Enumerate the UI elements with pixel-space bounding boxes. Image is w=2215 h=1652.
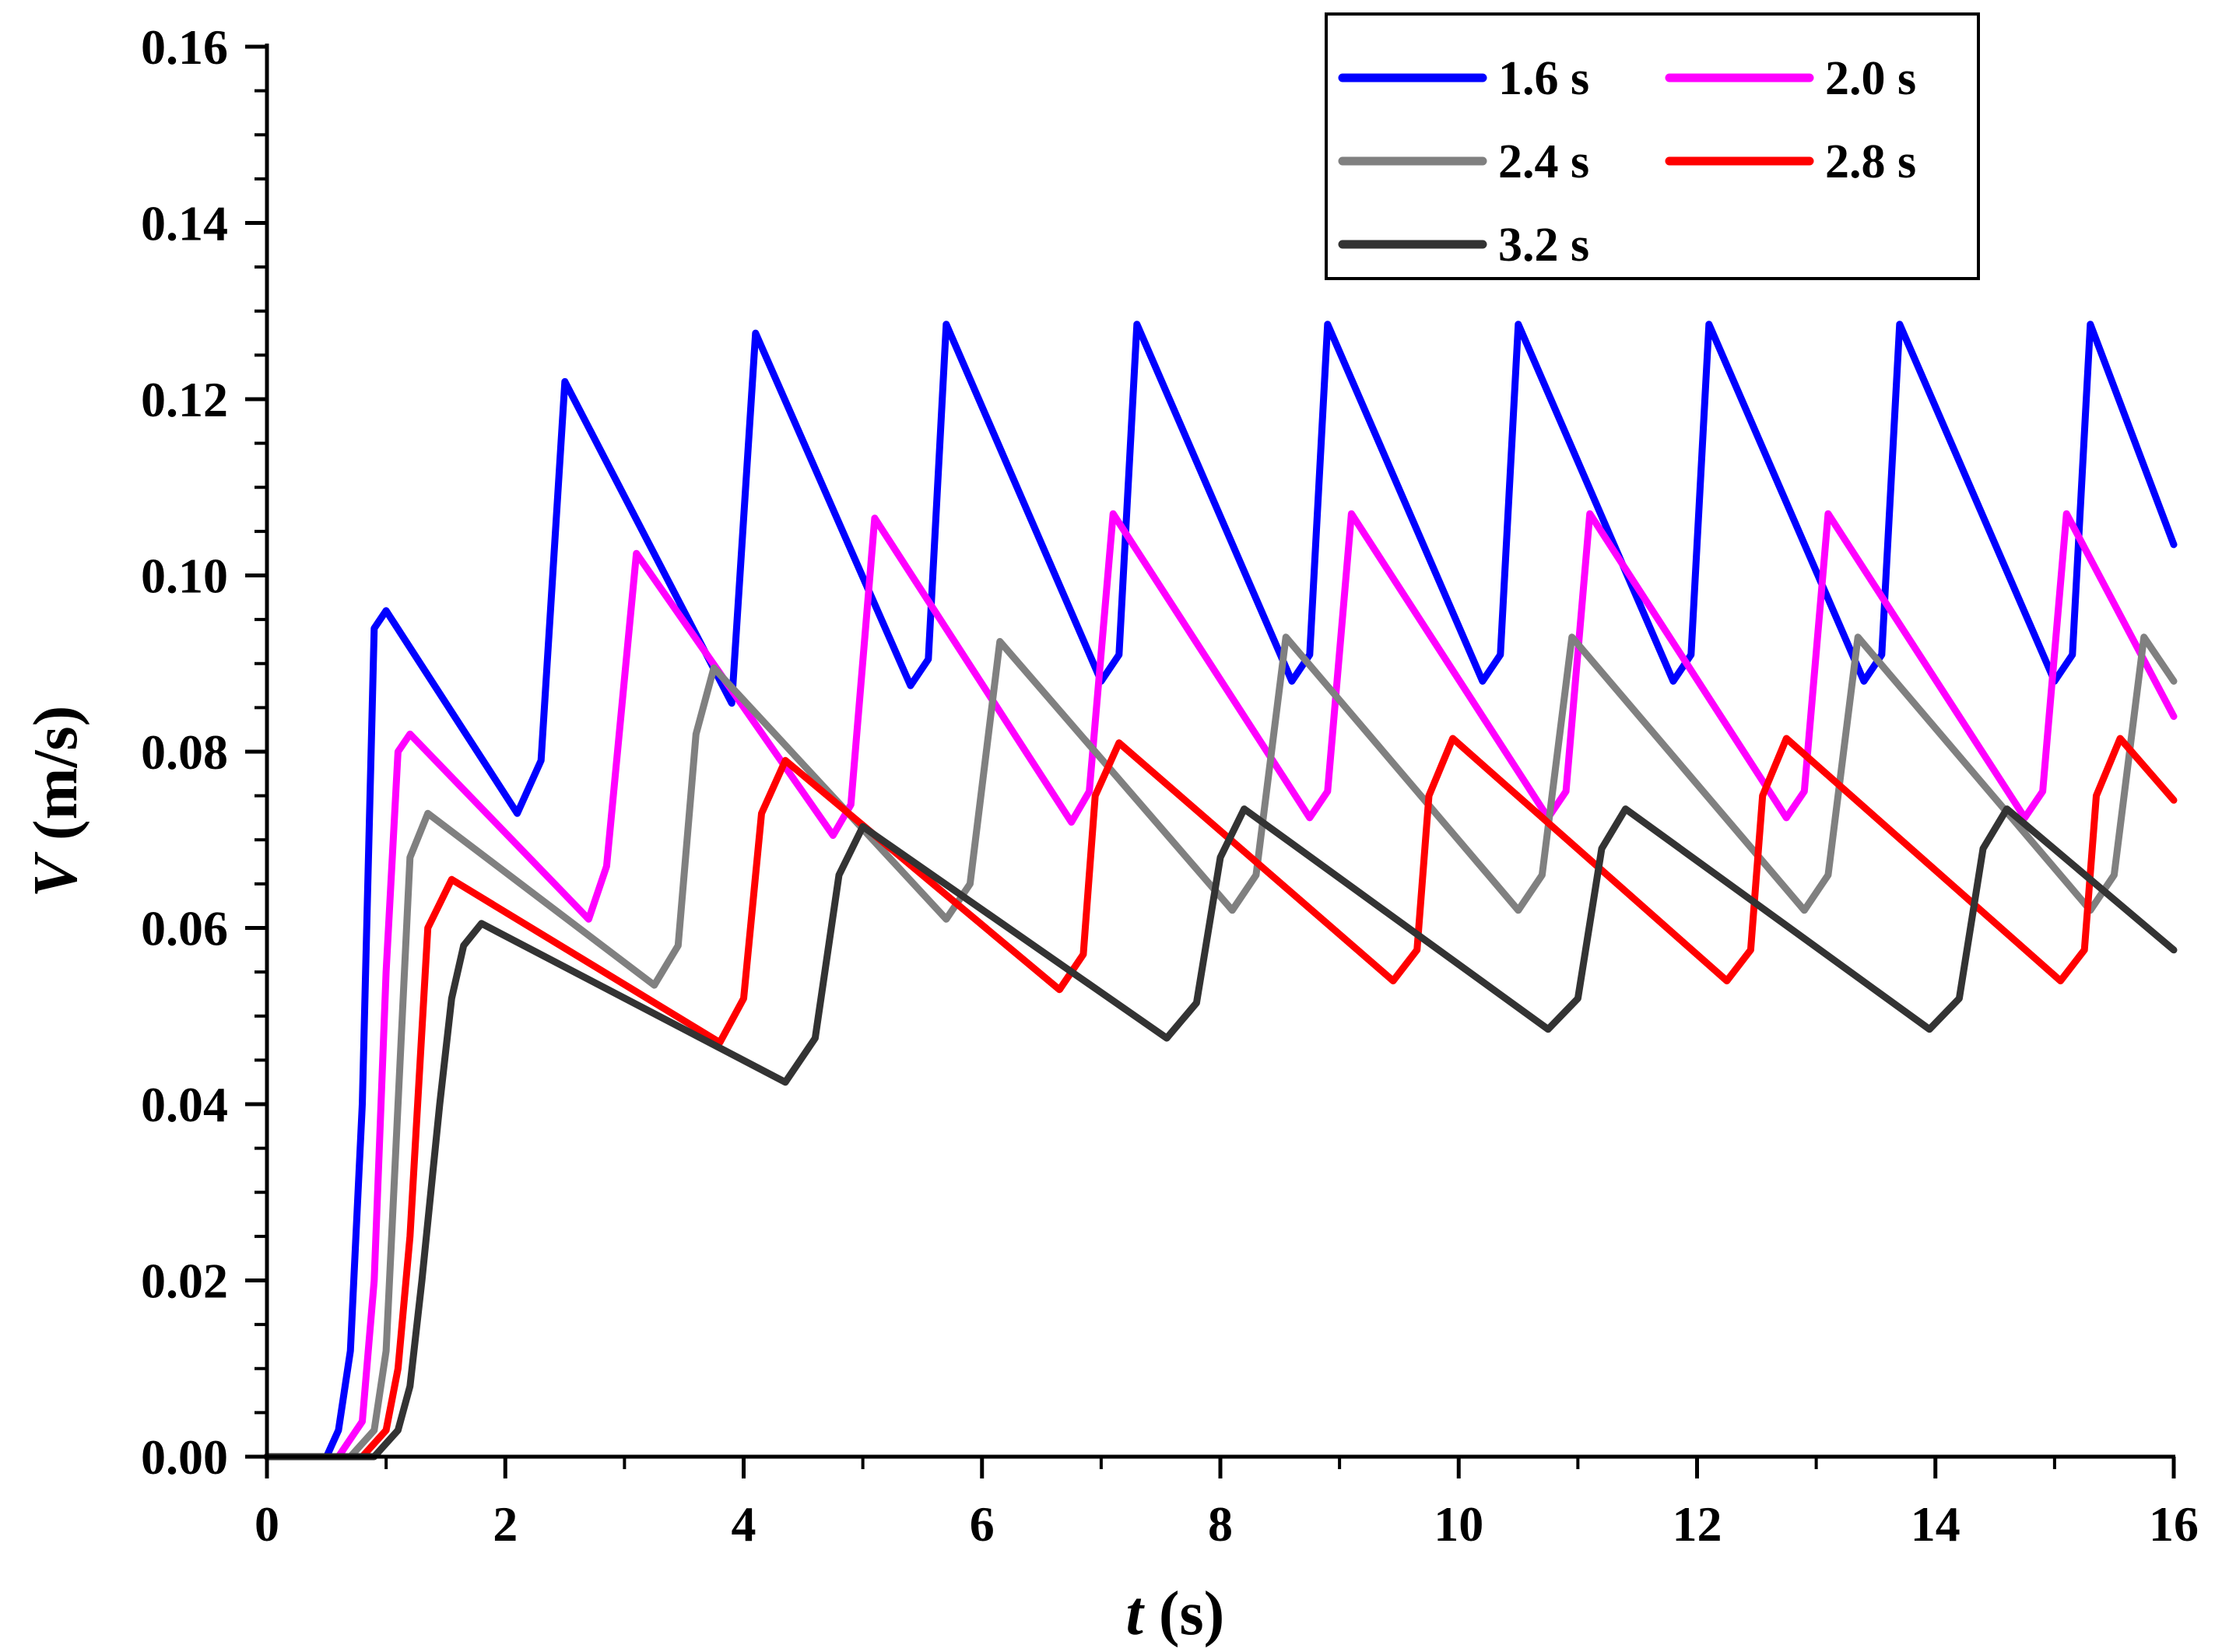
x-tick-label: 2 bbox=[493, 1496, 518, 1552]
series-line-2-8-s bbox=[263, 735, 2178, 1461]
y-tick-label: 0.06 bbox=[141, 901, 228, 956]
ticks-layer bbox=[245, 44, 2176, 1478]
x-tick-label: 6 bbox=[970, 1496, 995, 1552]
y-tick-label: 0.04 bbox=[141, 1077, 228, 1132]
series-line-1-6-s bbox=[263, 321, 2178, 1461]
x-tick-label: 10 bbox=[1434, 1496, 1483, 1552]
legend-item-3-2s: 3.2 s bbox=[1338, 219, 1589, 272]
x-tick-label: 0 bbox=[254, 1496, 279, 1552]
tick-labels: 0 2 4 6 8 10 12 14 16 0.00 0.02 0.04 0.06 0.08 0.10 0.1… bbox=[141, 19, 2199, 1552]
y-axis-title: V (m/s) bbox=[22, 706, 90, 898]
y-tick-label: 0.12 bbox=[141, 372, 228, 427]
series-line-2-4-s bbox=[263, 633, 2178, 1461]
y-tick-label: 0.10 bbox=[141, 549, 228, 604]
x-tick-label: 8 bbox=[1208, 1496, 1233, 1552]
x-tick-label: 12 bbox=[1673, 1496, 1722, 1552]
x-axis-title: t (s) bbox=[1126, 1580, 1225, 1648]
legend-label-2-8s: 2.8 s bbox=[1825, 135, 1916, 188]
series-line-2-0-s bbox=[263, 510, 2178, 1461]
x-tick-label: 14 bbox=[1911, 1496, 1961, 1552]
legend-label-3-2s: 3.2 s bbox=[1498, 219, 1589, 272]
y-tick-label: 0.16 bbox=[141, 19, 228, 75]
legend-box bbox=[1325, 12, 1980, 280]
series-line-3-2-s bbox=[263, 805, 2178, 1461]
x-tick-label: 4 bbox=[732, 1496, 756, 1552]
series-layer bbox=[263, 321, 2178, 1461]
legend-item-2-8s: 2.8 s bbox=[1665, 135, 1916, 188]
legend: 1.6 s 2.0 s 2.4 s 2.8 s 3.2 s bbox=[1325, 12, 1980, 280]
x-axis-symbol: t bbox=[1126, 1580, 1146, 1648]
legend-label-1-6s: 1.6 s bbox=[1498, 52, 1589, 105]
x-tick-label: 16 bbox=[2149, 1496, 2199, 1552]
y-tick-label: 0.14 bbox=[141, 196, 228, 251]
legend-label-2-4s: 2.4 s bbox=[1498, 135, 1589, 188]
y-axis-unit: (m/s) bbox=[22, 706, 90, 856]
legend-item-2-4s: 2.4 s bbox=[1338, 135, 1589, 188]
y-axis-symbol: V bbox=[22, 851, 90, 897]
x-axis-unit: (s) bbox=[1143, 1580, 1224, 1648]
y-tick-label: 0.08 bbox=[141, 724, 228, 780]
legend-label-2-0s: 2.0 s bbox=[1825, 52, 1916, 105]
legend-item-1-6s: 1.6 s bbox=[1338, 52, 1589, 105]
y-tick-label: 0.00 bbox=[141, 1429, 228, 1485]
y-tick-label: 0.02 bbox=[141, 1254, 228, 1309]
legend-item-2-0s: 2.0 s bbox=[1665, 52, 1916, 105]
